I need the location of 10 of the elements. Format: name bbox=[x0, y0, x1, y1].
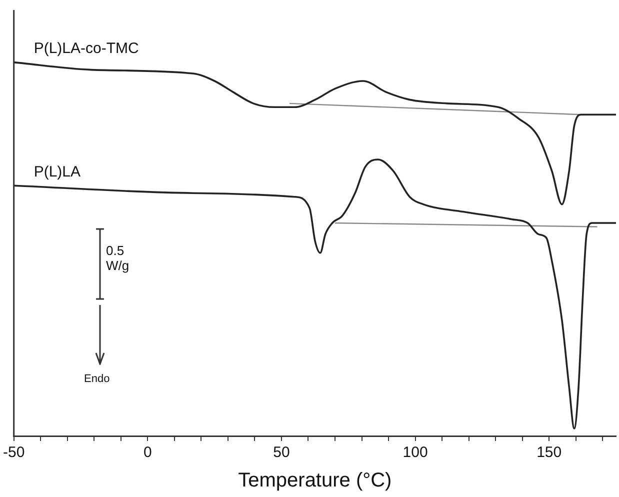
x-tick-label: 50 bbox=[273, 444, 290, 462]
x-tick-label: 100 bbox=[402, 444, 428, 462]
series-label: P(L)LA-co-TMC bbox=[34, 40, 140, 57]
series-label: P(L)LA bbox=[34, 163, 81, 180]
x-tick-label: -50 bbox=[2, 444, 25, 462]
x-axis-title: Temperature (°C) bbox=[238, 470, 392, 492]
x-tick-label: 150 bbox=[536, 444, 562, 462]
annotation: Endo bbox=[84, 373, 110, 385]
x-tick-label: 0 bbox=[143, 444, 152, 462]
annotation: 0.5 W/g bbox=[106, 243, 130, 273]
